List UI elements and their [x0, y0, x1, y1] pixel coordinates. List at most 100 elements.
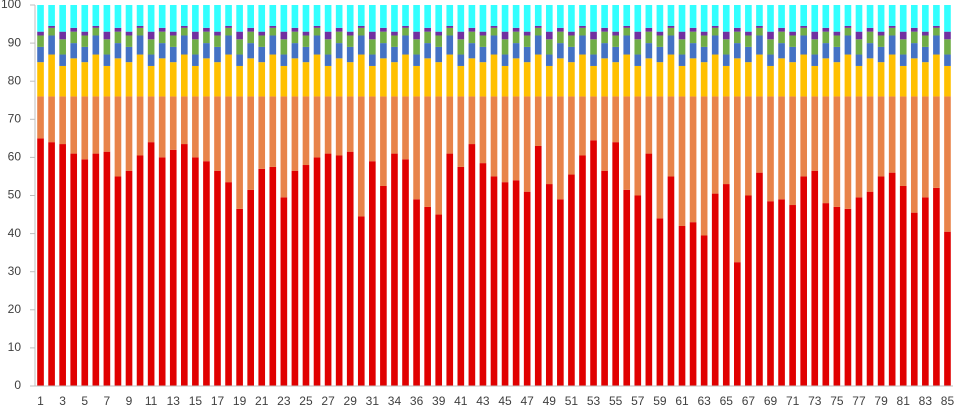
bar-segment [313, 35, 321, 55]
bar-segment [103, 65, 111, 97]
bar-segment [678, 39, 686, 55]
bar-segment [778, 27, 785, 32]
bar-segment [579, 27, 586, 36]
bar-segment [192, 65, 199, 97]
bar-segment [335, 155, 343, 386]
bar-segment [346, 5, 354, 32]
bar-segment [324, 5, 332, 32]
bar-segment [70, 96, 78, 154]
bar-segment [457, 39, 465, 55]
x-tick-label: 39 [432, 394, 446, 408]
bar-segment [623, 27, 631, 36]
bar-segment [92, 35, 100, 55]
bar-segment [158, 58, 166, 97]
bar-segment [59, 65, 66, 97]
bar-segment [745, 35, 752, 47]
bar-segment [180, 35, 188, 55]
bar-segment [37, 31, 44, 36]
bar-segment [136, 5, 144, 26]
bar-segment [37, 46, 44, 63]
bar-segment [844, 96, 852, 209]
bar-segment [125, 62, 133, 97]
bar-segment [711, 25, 719, 28]
bar-segment [612, 62, 619, 97]
bar-segment [258, 35, 266, 47]
bar-segment [468, 31, 476, 44]
bar-segment [534, 145, 542, 386]
bar-segment [48, 5, 55, 26]
y-tick-label: 70 [8, 111, 22, 125]
bar-segment [590, 54, 597, 66]
bar-segment [512, 5, 520, 28]
bar-segment [910, 96, 918, 213]
bar-segment [888, 172, 896, 386]
bar-segment [899, 31, 907, 40]
bar-segment [545, 5, 553, 32]
bar-segment [656, 35, 664, 47]
bar-segment [678, 54, 686, 66]
bar-segment [70, 153, 78, 386]
bar-segment [689, 222, 697, 386]
bar-segment [734, 96, 741, 263]
x-tick-label: 21 [255, 394, 269, 408]
bar-segment [214, 46, 221, 63]
bar-segment [523, 35, 531, 47]
bar-segment [92, 25, 100, 28]
bar-segment [468, 144, 476, 386]
bar-segment [623, 54, 631, 97]
bar-segment [468, 96, 476, 145]
bar-segment [579, 25, 586, 28]
bar-segment [800, 96, 808, 177]
bar-segment [899, 54, 907, 66]
bar-segment [822, 5, 830, 28]
bar-segment [634, 96, 642, 196]
bar-segment [557, 5, 564, 28]
bar-segment [335, 27, 343, 32]
bar-segment [291, 27, 299, 32]
bar-segment [346, 151, 354, 386]
bar-segment [855, 96, 863, 198]
bar-segment [147, 54, 155, 66]
bar-segment [125, 46, 133, 63]
bar-segment [822, 27, 830, 32]
bar-segment [512, 31, 520, 44]
bar-segment [601, 58, 608, 97]
bar-segment [933, 54, 940, 97]
bar-segment [70, 58, 78, 97]
bar-segment [545, 96, 553, 185]
bar-segment [324, 65, 332, 97]
bar-segment [92, 153, 100, 386]
bar-segment [147, 142, 155, 386]
x-tick-label: 17 [211, 394, 225, 408]
bar-segment [457, 5, 465, 32]
bar-segment [877, 35, 885, 47]
bar-segment [722, 184, 730, 386]
bar-segment [778, 5, 785, 28]
bar-segment [800, 35, 808, 55]
bar-segment [888, 25, 896, 28]
y-tick-label: 90 [8, 35, 22, 49]
x-tick-label: 49 [543, 394, 557, 408]
bar-segment [424, 43, 431, 59]
bar-segment [335, 58, 343, 97]
bar-segment [468, 43, 476, 59]
bar-segment [380, 58, 387, 97]
bar-segment [81, 96, 89, 160]
bar-segment [214, 62, 221, 97]
bar-segment [534, 25, 542, 28]
bar-segment [357, 96, 365, 217]
bar-segment [103, 96, 111, 152]
bar-segment [910, 5, 918, 28]
bar-segment [291, 58, 299, 97]
x-tick-label: 11 [145, 394, 158, 408]
bar-segment [48, 96, 55, 143]
bar-segment [413, 65, 420, 97]
bar-segment [302, 46, 310, 63]
bar-segment [700, 96, 708, 236]
bar-segment [236, 39, 243, 55]
bar-segment [147, 31, 155, 40]
bar-segment [734, 5, 741, 28]
bar-segment [789, 5, 796, 32]
bar-segment [225, 25, 232, 28]
bar-segment [545, 54, 553, 66]
